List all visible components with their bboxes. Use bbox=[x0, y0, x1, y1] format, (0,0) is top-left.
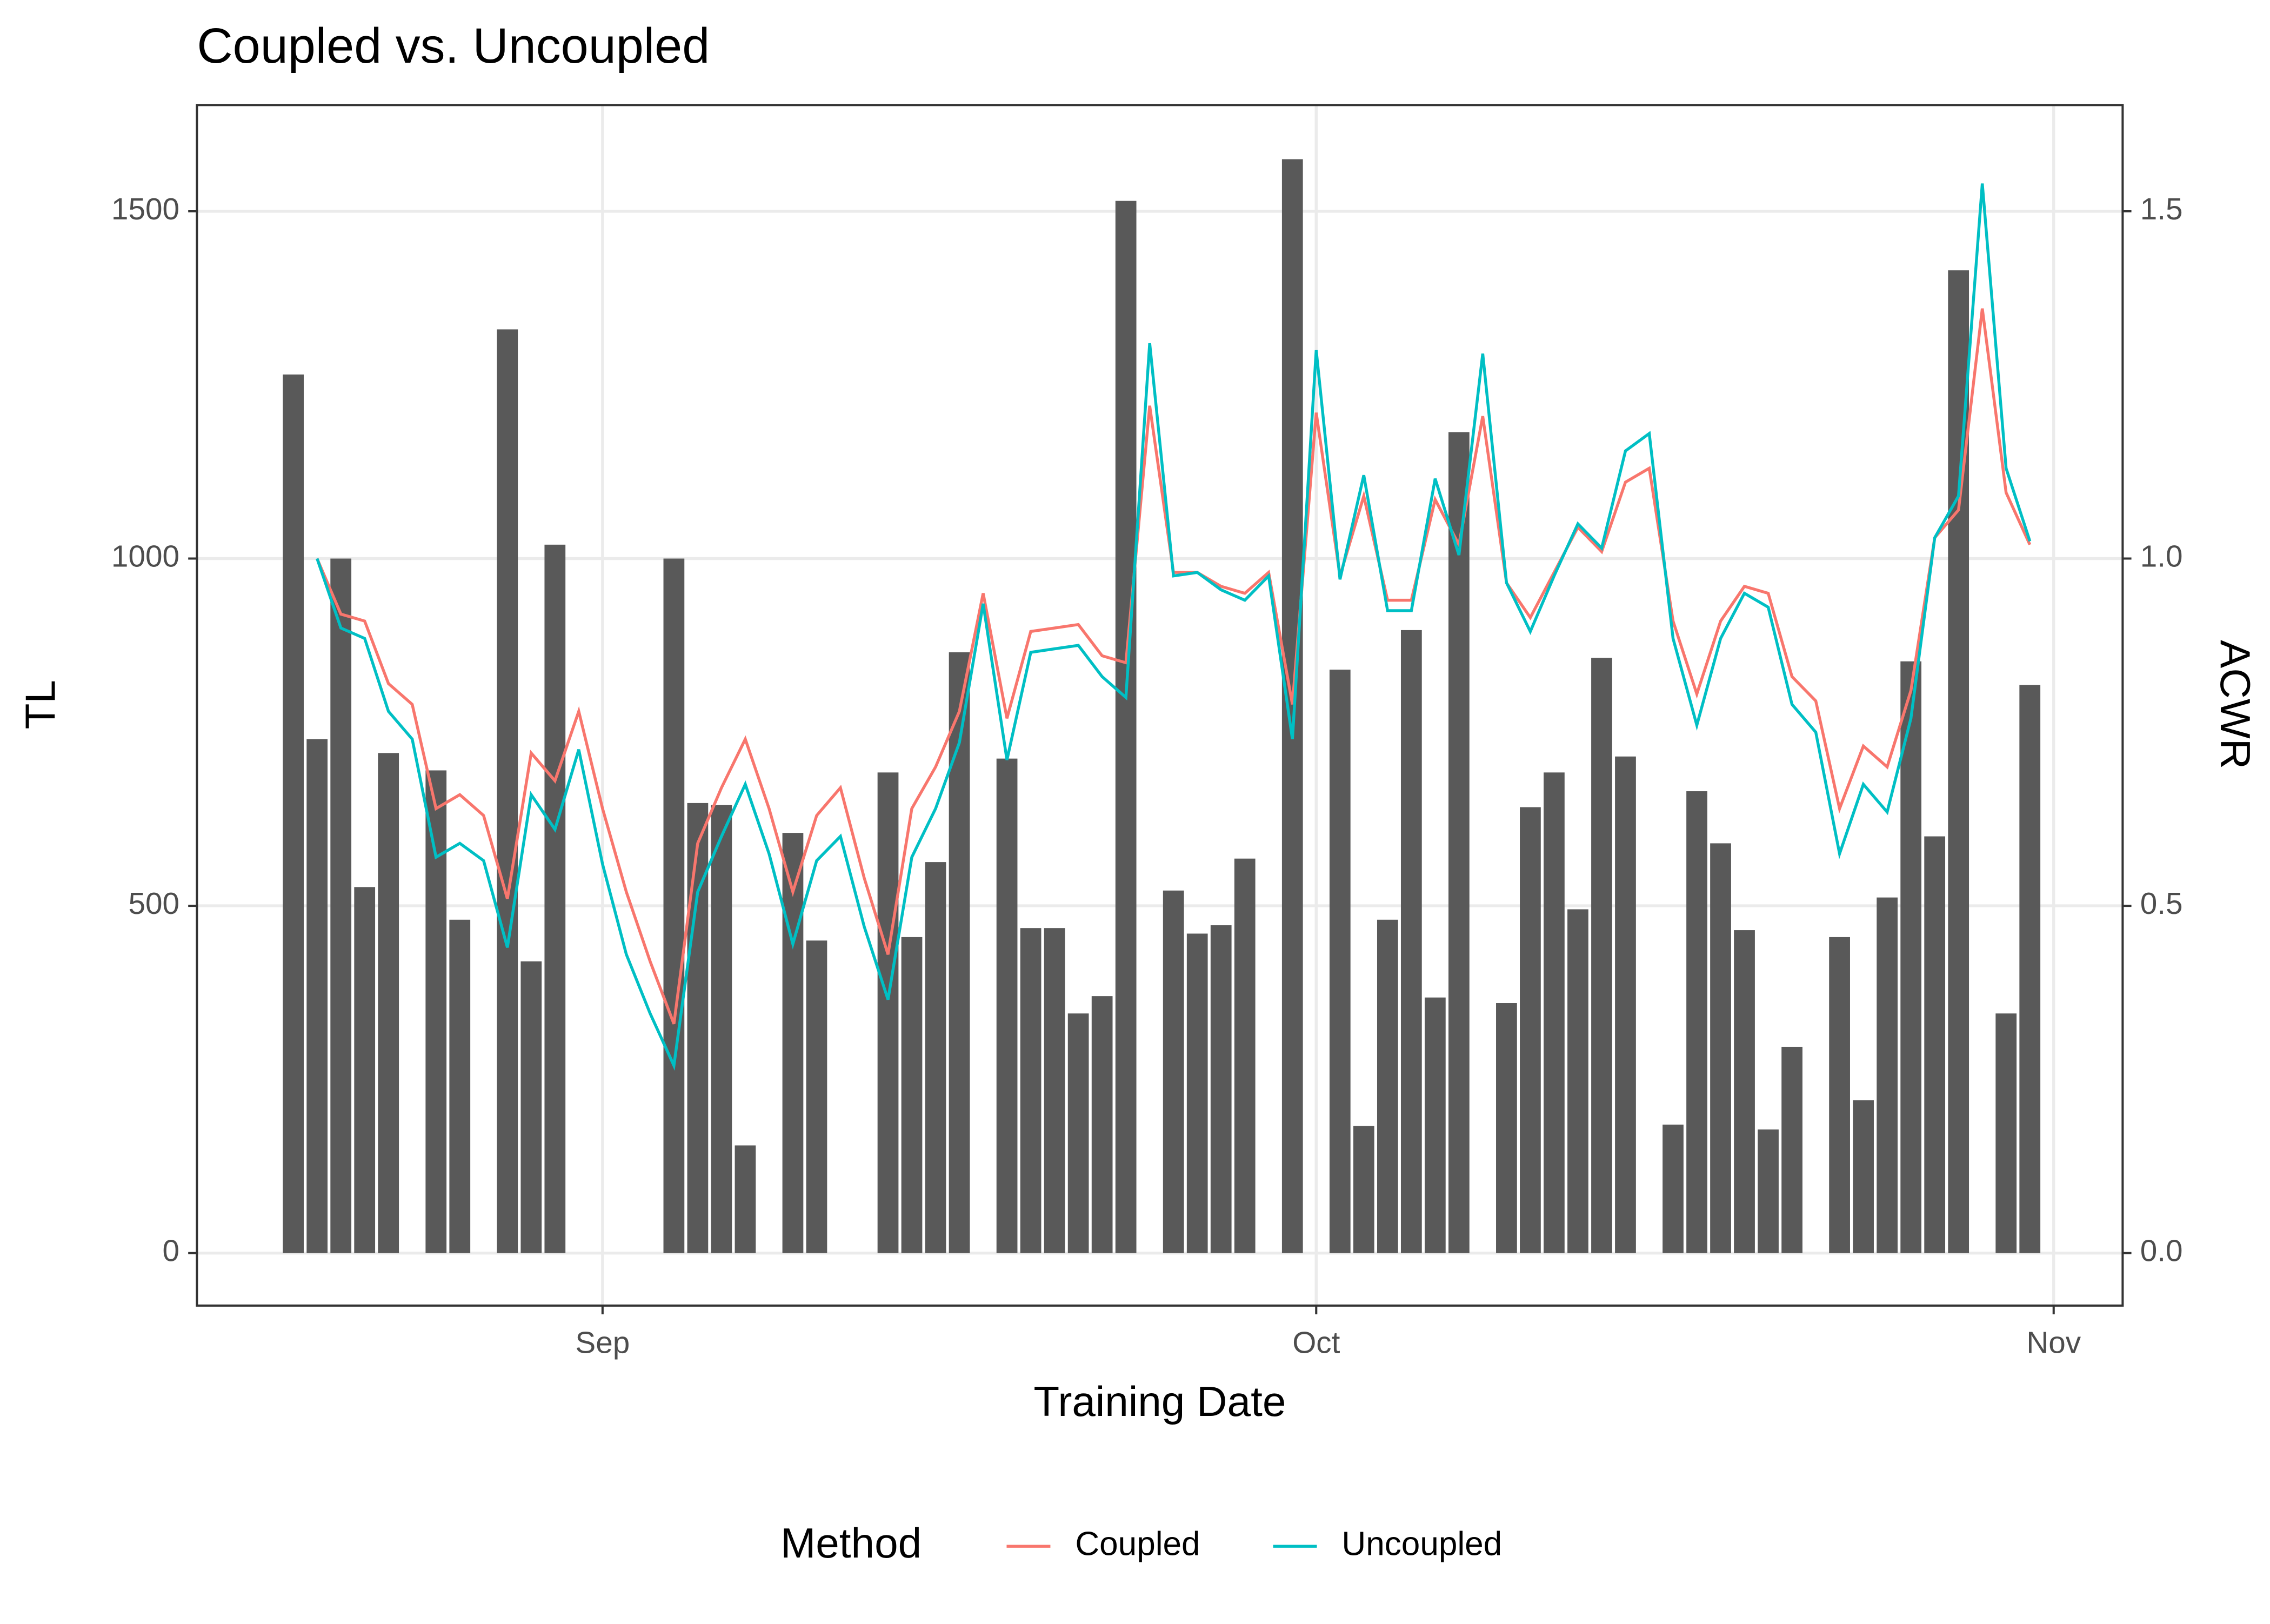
bar bbox=[1710, 843, 1731, 1253]
bar bbox=[877, 772, 899, 1253]
bar bbox=[544, 544, 566, 1253]
bar bbox=[1400, 630, 1422, 1253]
bar bbox=[1186, 933, 1208, 1253]
bar bbox=[1020, 928, 1041, 1253]
bar bbox=[449, 919, 471, 1253]
line bbox=[316, 183, 2032, 1071]
bar bbox=[1496, 1003, 1517, 1253]
bar bbox=[1448, 432, 1470, 1253]
bar bbox=[1900, 661, 1922, 1253]
x-tick-label: Sep bbox=[575, 1326, 630, 1360]
bar bbox=[1424, 997, 1446, 1253]
y2-tick-label: 0.5 bbox=[2140, 887, 2183, 921]
bar bbox=[497, 329, 518, 1253]
x-tick-label: Oct bbox=[1292, 1326, 1340, 1360]
bar bbox=[1115, 201, 1137, 1253]
bar bbox=[1544, 772, 1565, 1253]
bar bbox=[1044, 928, 1065, 1253]
y-tick-label: 1500 bbox=[111, 192, 179, 226]
bar bbox=[425, 770, 447, 1253]
bar bbox=[378, 753, 399, 1253]
plot-border bbox=[196, 104, 2124, 1307]
bar bbox=[1829, 937, 1850, 1253]
y2-axis-title: ACWR bbox=[2212, 640, 2259, 769]
bar bbox=[1067, 1013, 1089, 1253]
y-axis-title: TL bbox=[17, 680, 64, 729]
bar bbox=[925, 862, 946, 1253]
y2-tick-label: 1.0 bbox=[2140, 539, 2183, 573]
bar bbox=[1615, 756, 1636, 1253]
bar bbox=[354, 887, 376, 1253]
bar bbox=[806, 940, 827, 1253]
bar bbox=[996, 758, 1018, 1253]
bar bbox=[1663, 1124, 1684, 1253]
bar bbox=[1995, 1013, 2017, 1253]
chart-title: Coupled vs. Uncoupled bbox=[197, 18, 710, 73]
y-tick-label: 0 bbox=[162, 1234, 179, 1268]
bar bbox=[1734, 930, 1755, 1253]
bar bbox=[901, 937, 923, 1253]
bar bbox=[1853, 1100, 1874, 1253]
x-tick-label: Nov bbox=[2026, 1326, 2081, 1360]
bar bbox=[735, 1145, 756, 1253]
bar bbox=[1924, 836, 1946, 1253]
bar bbox=[1781, 1046, 1802, 1253]
bar bbox=[949, 652, 970, 1253]
bar bbox=[283, 374, 304, 1253]
y-tick-label: 1000 bbox=[111, 539, 179, 573]
bar bbox=[1520, 807, 1541, 1253]
bar bbox=[663, 558, 685, 1253]
bar bbox=[711, 805, 732, 1253]
bar bbox=[1329, 670, 1351, 1253]
y-tick-label: 500 bbox=[128, 887, 179, 921]
x-axis-title: Training Date bbox=[1033, 1378, 1286, 1425]
bar bbox=[306, 739, 328, 1253]
legend-label: Uncoupled bbox=[1341, 1526, 1502, 1563]
bar bbox=[782, 833, 804, 1253]
legend-title: Method bbox=[780, 1519, 922, 1567]
bar bbox=[687, 803, 709, 1253]
bar bbox=[2019, 685, 2041, 1253]
bar bbox=[1591, 658, 1612, 1253]
bar bbox=[1281, 159, 1303, 1253]
bar bbox=[330, 558, 352, 1253]
bar bbox=[1758, 1129, 1779, 1253]
bar bbox=[520, 961, 542, 1253]
bar bbox=[1877, 897, 1898, 1253]
bar bbox=[1567, 909, 1588, 1253]
bar bbox=[1234, 858, 1256, 1253]
y2-tick-label: 1.5 bbox=[2140, 192, 2183, 226]
bar bbox=[1377, 919, 1398, 1253]
legend-label: Coupled bbox=[1075, 1526, 1200, 1563]
bar bbox=[1686, 791, 1707, 1253]
bar bbox=[1353, 1126, 1374, 1253]
bar bbox=[1163, 890, 1184, 1253]
bar bbox=[1091, 996, 1113, 1253]
bar bbox=[1210, 925, 1232, 1253]
y2-tick-label: 0.0 bbox=[2140, 1234, 2183, 1268]
bar bbox=[1948, 270, 1969, 1253]
